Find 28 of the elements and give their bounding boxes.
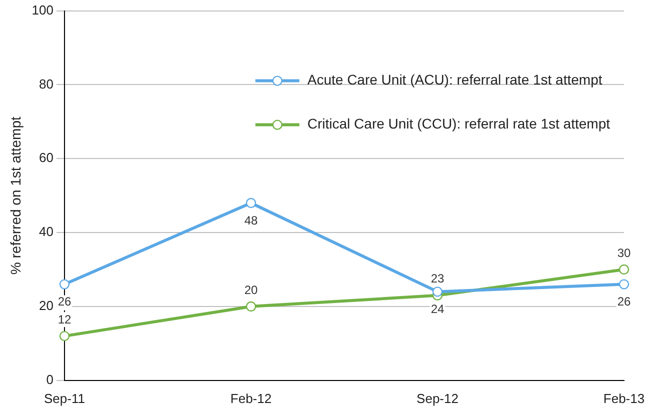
y-tick-label: 40 [39, 224, 54, 240]
point [432, 286, 443, 297]
point [59, 330, 70, 342]
data-label: 48 [244, 213, 258, 228]
y-tick-label: 60 [39, 150, 54, 166]
y-tick-label: 20 [39, 298, 54, 314]
legend-label: Critical Care Unit (CCU): referral rate 1st attempt [307, 116, 610, 132]
point [618, 264, 630, 275]
data-label: 26 [617, 294, 631, 309]
data-label: 30 [617, 246, 631, 260]
y-tick-label: 80 [39, 76, 54, 92]
x-tick-label: Sep-11 [44, 390, 85, 406]
x-tick-label: Feb-12 [230, 390, 272, 406]
point [618, 279, 630, 290]
y-tick-label: 0 [46, 372, 54, 387]
x-tick-label: Sep-12 [416, 390, 458, 406]
y-axis-title: % referred on 1st attempt [7, 116, 24, 275]
data-label: 24 [430, 302, 444, 316]
point [59, 279, 70, 290]
data-label: 12 [58, 312, 72, 326]
legend-label: Acute Care Unit (ACU): referral rate 1st attempt [307, 72, 602, 88]
x-tick-label: Feb-13 [603, 390, 645, 406]
data-label: 26 [58, 294, 72, 309]
point [246, 301, 256, 312]
point [246, 198, 256, 208]
data-label: 20 [244, 282, 258, 297]
y-tick-label: 100 [32, 2, 54, 18]
data-label: 23 [430, 272, 444, 286]
